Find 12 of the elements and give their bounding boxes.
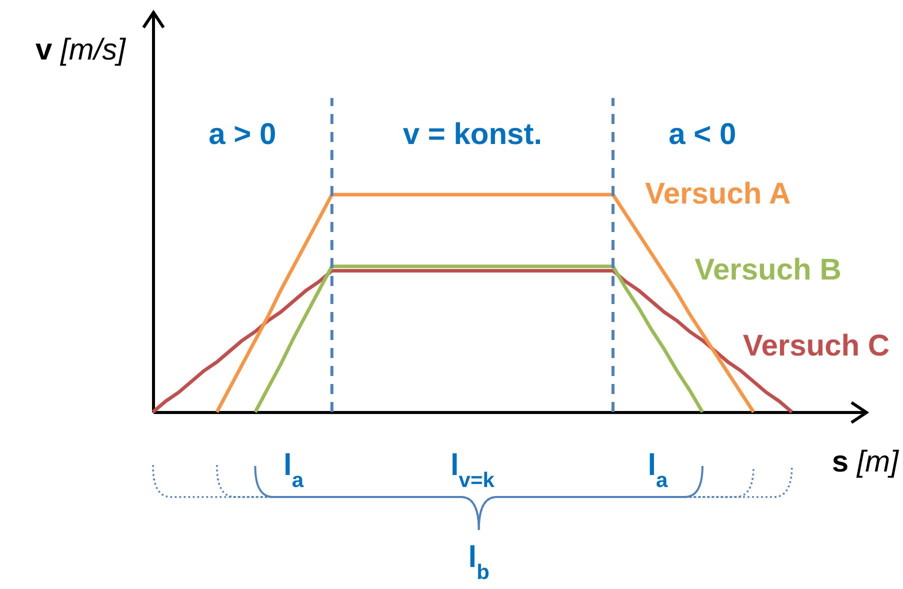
y-axis-title: v [m/s] bbox=[35, 34, 126, 66]
text: a < 0 bbox=[668, 118, 736, 151]
text: v = konst. bbox=[402, 118, 542, 151]
series-label: Versuch C bbox=[742, 330, 890, 363]
x-axis-title: s [m] bbox=[832, 446, 900, 478]
text: l$_{b}$ bbox=[468, 541, 490, 584]
text: a > 0 bbox=[208, 118, 276, 151]
text: l$_{v=k}$ bbox=[450, 449, 495, 492]
text: l$_{a}$ bbox=[284, 449, 304, 492]
text: l$_{a}$ bbox=[648, 449, 668, 492]
series-label: Versuch B bbox=[694, 254, 842, 287]
series-label: Versuch A bbox=[645, 178, 791, 211]
